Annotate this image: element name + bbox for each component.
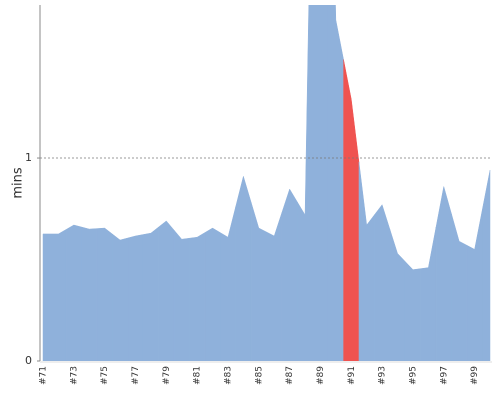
area-slice — [96, 227, 113, 361]
x-tick-label: #81 — [193, 366, 203, 385]
area-slice — [343, 59, 360, 361]
area-slice — [50, 229, 67, 361]
area-slice — [127, 234, 144, 361]
x-tick-label: #93 — [378, 366, 388, 385]
x-tick-label: #99 — [470, 366, 480, 385]
area-slice — [420, 226, 437, 361]
x-tick-label: #75 — [100, 366, 110, 385]
area-slice — [81, 226, 98, 361]
area-slice — [281, 188, 298, 361]
area-slice — [312, 5, 329, 361]
area-slice — [235, 175, 252, 361]
y-tick-label: 1 — [25, 151, 32, 164]
x-tick-label: #77 — [131, 366, 141, 385]
x-tick-label: #91 — [347, 366, 357, 385]
area-slice — [358, 162, 375, 361]
area-slice — [158, 220, 175, 361]
x-tick-label: #85 — [254, 366, 264, 385]
area-slice — [250, 202, 267, 361]
y-tick-label: 0 — [25, 354, 32, 367]
x-tick-label: #97 — [439, 366, 449, 385]
area-slice — [142, 226, 159, 361]
area-slice — [189, 232, 206, 361]
y-axis-label: mins — [11, 167, 26, 199]
x-tick-label: #95 — [408, 366, 418, 385]
area-slice — [451, 213, 468, 361]
area-slice — [374, 204, 391, 361]
area-slice — [204, 227, 221, 361]
x-tick-label: #79 — [162, 366, 172, 385]
area-slice — [389, 228, 406, 361]
x-tick-label: #87 — [285, 366, 295, 385]
area-slice — [65, 224, 82, 361]
area-slice — [435, 186, 452, 361]
area-slice — [266, 212, 283, 361]
x-tick-label: #73 — [69, 366, 79, 385]
area-slice — [404, 260, 421, 361]
area-slice — [173, 229, 190, 361]
area-slice — [220, 206, 236, 361]
area-slice — [112, 233, 129, 361]
area-slice — [42, 233, 51, 361]
x-tick-label: #89 — [316, 366, 326, 385]
x-tick-label: #83 — [223, 366, 233, 385]
area-slice — [327, 5, 344, 361]
area-slice — [297, 5, 313, 361]
area-slice — [466, 209, 483, 361]
area-slice — [482, 170, 491, 361]
x-tick-label: #71 — [39, 366, 49, 385]
plot-area — [42, 5, 491, 361]
